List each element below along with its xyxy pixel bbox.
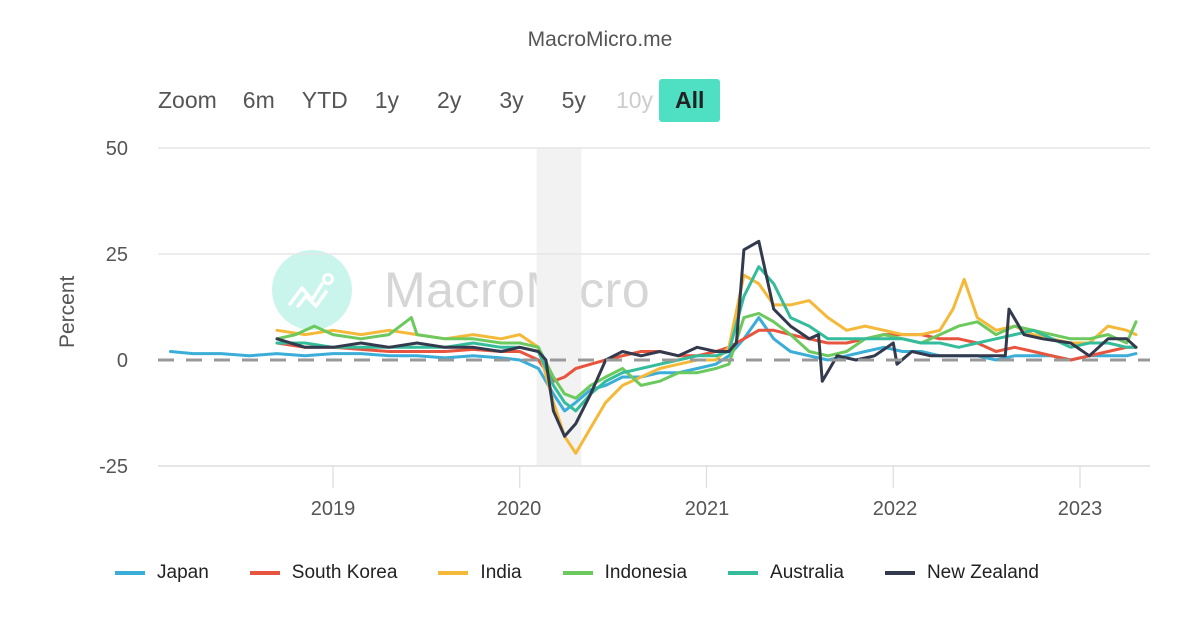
- legend-item-india[interactable]: India: [438, 562, 522, 584]
- legend-item-japan[interactable]: Japan: [115, 562, 209, 584]
- range-selector-label: Zoom: [158, 86, 217, 113]
- series-line-new-zealand[interactable]: [275, 239, 1138, 438]
- y-tick-0: 0: [116, 350, 128, 372]
- x-tick-2022: 2022: [872, 498, 918, 520]
- watermark-text: MacroMicro: [384, 262, 651, 318]
- y-tick-minus-25: -25: [99, 456, 128, 478]
- legend-swatch-australia: [728, 571, 759, 575]
- series-line-india[interactable]: [275, 273, 1138, 455]
- macromicro-logo-icon: [272, 250, 352, 330]
- legend-swatch-japan: [115, 571, 145, 575]
- legend-swatch-south-korea: [249, 571, 280, 575]
- y-tick-50: 50: [105, 138, 128, 160]
- legend-swatch-indonesia: [562, 571, 593, 575]
- x-tick-2019: 2019: [310, 498, 356, 520]
- legend-label: Indonesia: [604, 562, 688, 583]
- range-button-3y[interactable]: 3y: [499, 86, 524, 113]
- chart-legend: Japan South Korea India Indonesia Austra…: [115, 562, 1080, 584]
- watermark: MacroMicro: [272, 250, 650, 330]
- x-tick-2020: 2020: [496, 498, 542, 520]
- y-axis-title: Percent: [56, 275, 79, 348]
- legend-label: India: [480, 562, 522, 583]
- recession-band: [536, 148, 582, 466]
- series-line-indonesia[interactable]: [275, 311, 1138, 400]
- series-line-australia[interactable]: [275, 265, 1138, 413]
- legend-item-indonesia[interactable]: Indonesia: [562, 562, 688, 584]
- range-button-10y[interactable]: 10y: [615, 86, 654, 113]
- legend-swatch-new-zealand: [884, 571, 915, 575]
- legend-item-new-zealand[interactable]: New Zealand: [884, 562, 1039, 584]
- legend-label: New Zealand: [926, 562, 1039, 583]
- legend-label: Japan: [157, 562, 209, 583]
- x-tick-2023: 2023: [1057, 498, 1103, 520]
- legend-item-south-korea[interactable]: South Korea: [249, 562, 398, 584]
- range-button-2y[interactable]: 2y: [437, 86, 462, 113]
- range-button-1y[interactable]: 1y: [374, 86, 400, 113]
- range-button-all[interactable]: All: [659, 78, 721, 122]
- legend-item-australia[interactable]: Australia: [728, 562, 844, 584]
- legend-label: Australia: [770, 562, 844, 583]
- range-button-6m[interactable]: 6m: [242, 86, 275, 113]
- range-selector: Zoom 6m YTD 1y 2y 3y 5y 10y All: [158, 78, 747, 122]
- series-line-japan[interactable]: [169, 316, 1138, 413]
- range-button-5y[interactable]: 5y: [561, 86, 586, 113]
- y-tick-25: 25: [105, 244, 128, 266]
- legend-label: South Korea: [291, 562, 398, 583]
- range-button-ytd[interactable]: YTD: [301, 86, 348, 113]
- chart-title: MacroMicro.me: [527, 28, 673, 51]
- x-tick-2021: 2021: [684, 498, 730, 520]
- legend-swatch-india: [438, 571, 469, 575]
